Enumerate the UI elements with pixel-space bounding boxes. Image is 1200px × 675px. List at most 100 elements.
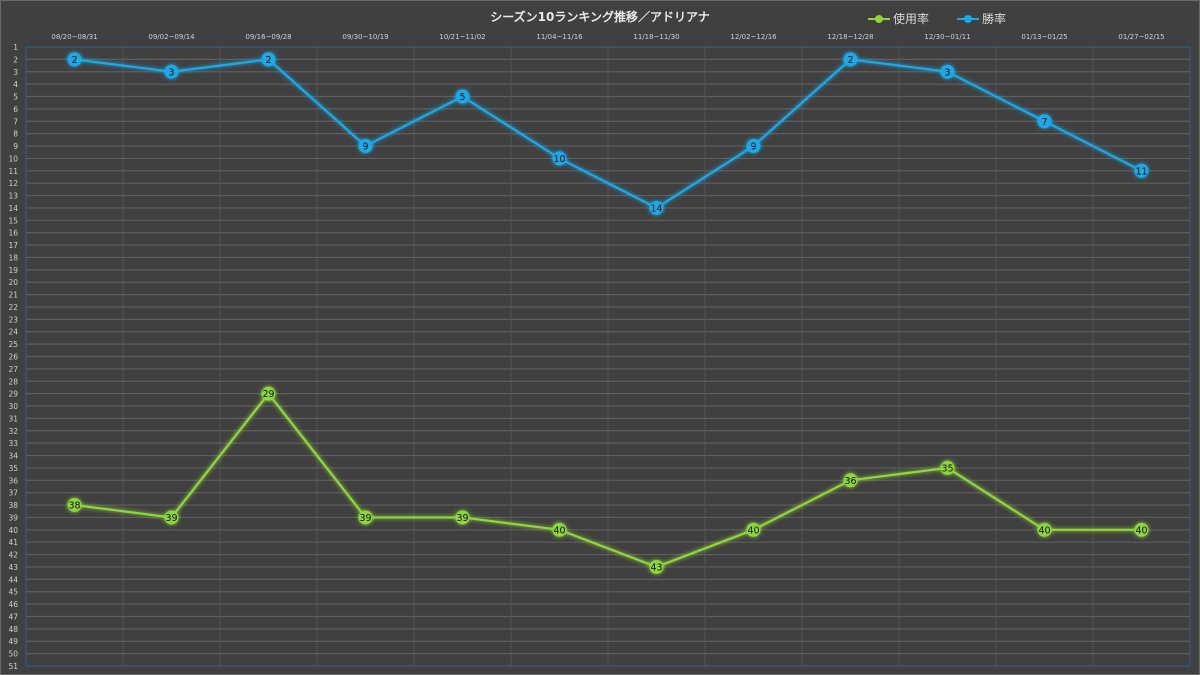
data-point (843, 52, 858, 67)
y-tick-label: 26 (8, 353, 18, 362)
data-label: 40 (747, 525, 759, 536)
x-tick-label: 11/04~11/16 (536, 33, 583, 41)
y-tick-label: 27 (8, 365, 18, 374)
y-tick-label: 43 (8, 563, 18, 572)
y-tick-label: 39 (8, 513, 18, 522)
data-label: 40 (553, 525, 565, 536)
data-point (261, 386, 276, 401)
y-tick-label: 40 (8, 526, 18, 535)
y-tick-label: 38 (8, 501, 18, 510)
x-tick-label: 09/30~10/19 (342, 33, 388, 41)
y-tick-label: 29 (8, 390, 18, 399)
y-tick-label: 18 (8, 253, 18, 262)
data-label: 2 (847, 55, 853, 66)
y-tick-label: 17 (8, 241, 18, 250)
y-tick-label: 44 (8, 575, 18, 584)
y-tick-label: 16 (8, 229, 18, 238)
x-tick-label: 01/13~01/25 (1021, 33, 1067, 41)
y-tick-label: 22 (8, 303, 18, 312)
data-label: 9 (362, 142, 368, 153)
data-label: 35 (941, 463, 953, 474)
y-tick-label: 8 (13, 130, 18, 139)
y-tick-label: 7 (13, 117, 18, 126)
legend: 使用率 勝率 (868, 10, 1006, 27)
data-point (358, 510, 373, 525)
data-point (164, 510, 179, 525)
x-tick-label: 01/27~02/15 (1118, 33, 1164, 41)
y-tick-label: 50 (8, 650, 18, 659)
y-tick-label: 46 (8, 600, 18, 609)
y-tick-label: 32 (8, 427, 18, 436)
data-label: 3 (944, 67, 950, 78)
data-point (1037, 522, 1052, 537)
y-tick-label: 13 (8, 192, 18, 201)
data-point (67, 498, 82, 513)
y-tick-label: 15 (8, 216, 18, 225)
x-tick-label: 12/18~12/28 (827, 33, 873, 41)
data-point (746, 139, 761, 154)
y-tick-label: 51 (8, 662, 18, 671)
y-tick-label: 47 (8, 612, 18, 621)
x-tick-label: 12/02~12/16 (730, 33, 777, 41)
data-point (164, 64, 179, 79)
data-point (455, 510, 470, 525)
data-point (67, 52, 82, 67)
series-line-0 (74, 391, 1142, 569)
y-tick-label: 24 (8, 328, 18, 337)
y-tick-label: 9 (13, 142, 18, 151)
y-tick-label: 21 (8, 291, 18, 300)
y-tick-label: 45 (8, 588, 18, 597)
data-label: 14 (650, 203, 662, 214)
data-point (1134, 163, 1149, 178)
y-tick-label: 31 (8, 414, 18, 423)
data-point (1037, 114, 1052, 129)
y-tick-label: 14 (8, 204, 18, 213)
x-tick-label: 09/02~09/14 (148, 33, 195, 41)
y-tick-label: 34 (8, 452, 18, 461)
data-label: 40 (1135, 525, 1147, 536)
data-label: 36 (844, 476, 856, 487)
y-tick-label: 33 (8, 439, 18, 448)
legend-label: 使用率 (893, 12, 930, 26)
data-label: 39 (359, 513, 371, 524)
data-label: 3 (168, 67, 174, 78)
x-tick-label: 08/20~08/31 (51, 33, 97, 41)
y-tick-label: 19 (8, 266, 18, 275)
data-label: 9 (750, 142, 756, 153)
y-tick-label: 5 (13, 93, 18, 102)
data-label: 7 (1041, 117, 1047, 128)
y-tick-label: 23 (8, 315, 18, 324)
legend-item-winrate: 勝率 (957, 10, 1006, 27)
data-point (455, 89, 470, 104)
data-point (552, 151, 567, 166)
y-tick-label: 4 (13, 80, 18, 89)
y-tick-label: 35 (8, 464, 18, 473)
data-point (843, 473, 858, 488)
y-tick-label: 20 (8, 278, 18, 287)
data-point (746, 522, 761, 537)
data-point (940, 460, 955, 475)
y-tick-label: 10 (8, 154, 18, 163)
data-point (1134, 522, 1149, 537)
data-label: 29 (262, 389, 274, 400)
y-tick-label: 6 (13, 105, 18, 114)
plot-border (25, 46, 1191, 667)
y-tick-label: 37 (8, 489, 18, 498)
series-line-1 (74, 58, 1143, 210)
data-point (261, 52, 276, 67)
data-label: 11 (1135, 166, 1147, 177)
data-label: 39 (456, 513, 468, 524)
y-tick-label: 41 (8, 538, 18, 547)
y-tick-label: 11 (8, 167, 18, 176)
data-point (649, 200, 664, 215)
x-tick-label: 10/21~11/02 (439, 33, 485, 41)
y-tick-label: 3 (13, 68, 18, 77)
y-tick-label: 49 (8, 637, 18, 646)
data-point (358, 139, 373, 154)
data-label: 5 (459, 92, 465, 103)
legend-marker-winrate-icon (957, 14, 980, 23)
legend-label: 勝率 (982, 12, 1007, 26)
y-tick-label: 25 (8, 340, 18, 349)
data-label: 43 (650, 562, 662, 573)
